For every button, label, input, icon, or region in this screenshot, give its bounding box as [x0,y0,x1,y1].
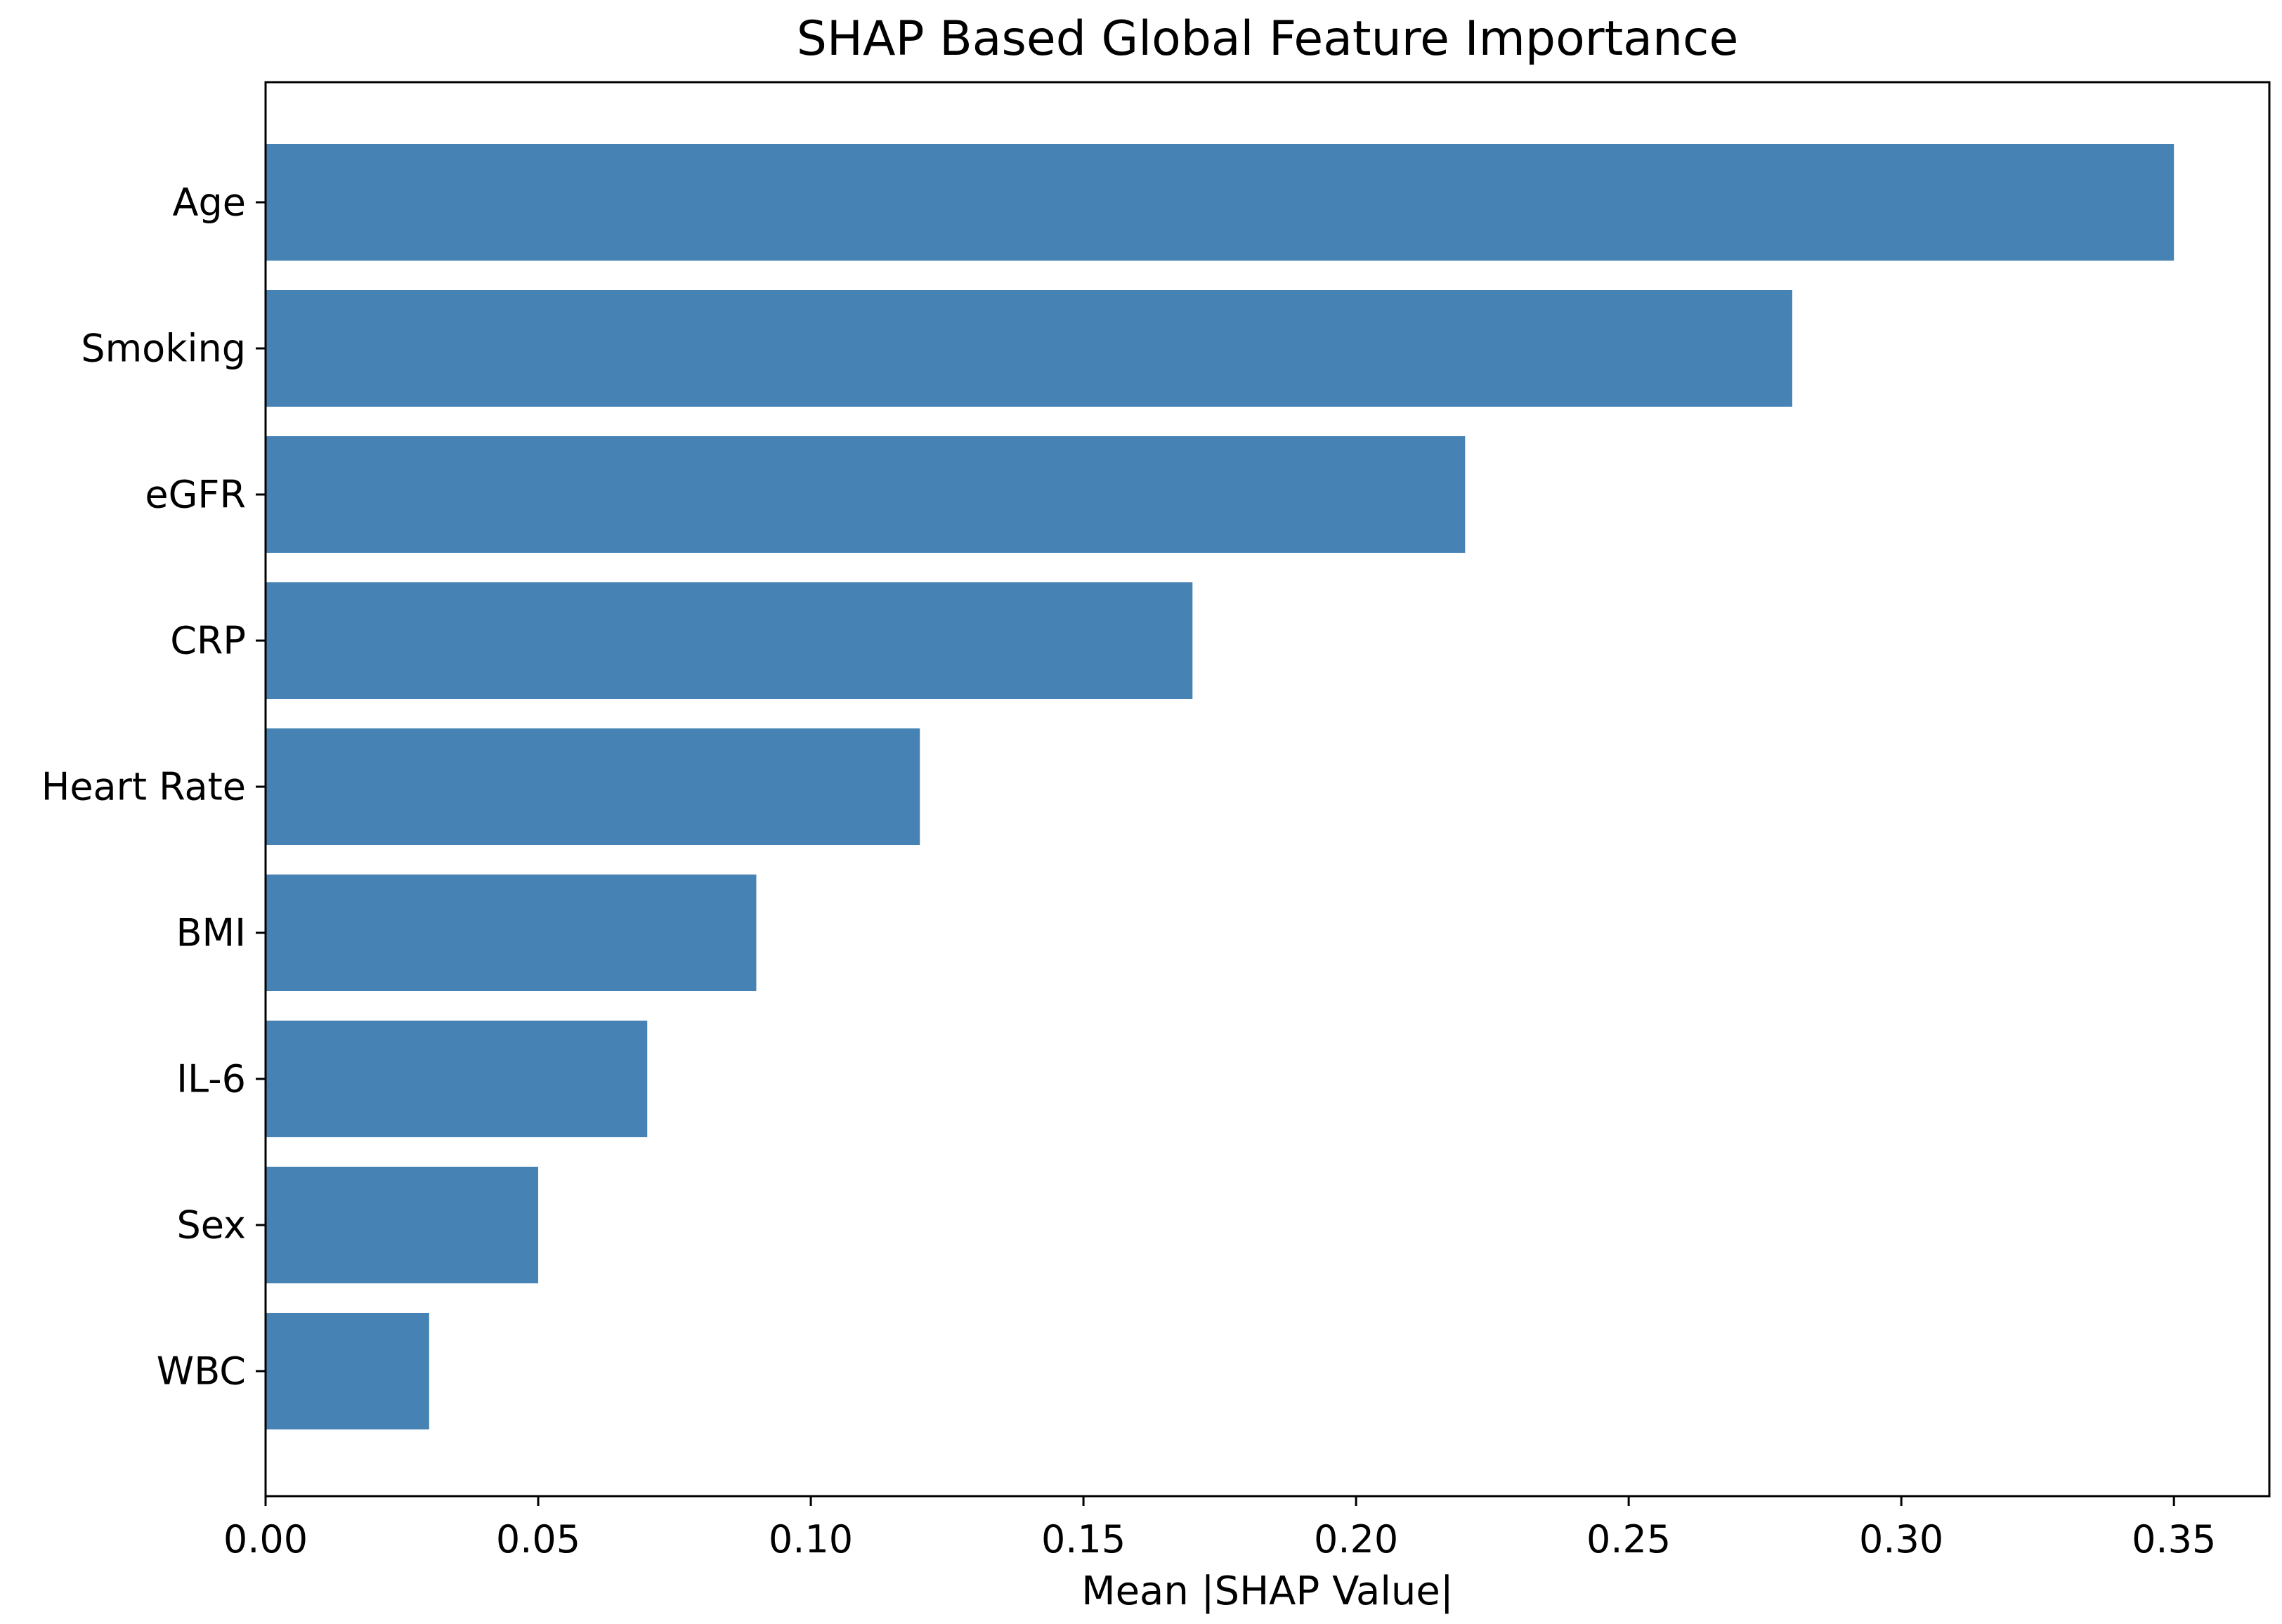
x-tick-label: 0.15 [1041,1517,1126,1561]
y-tick-label: Sex [176,1203,246,1248]
y-tick-label: Heart Rate [41,765,246,809]
x-tick-label: 0.35 [2132,1517,2216,1561]
x-tick-label: 0.00 [223,1517,308,1561]
bar-smoking [266,290,1792,407]
y-tick-label: BMI [176,911,246,955]
bar-bmi [266,875,757,991]
x-tick-label: 0.30 [1859,1517,1943,1561]
y-tick-label: IL-6 [176,1057,246,1101]
bar-heart-rate [266,728,920,845]
y-tick-label: eGFR [145,473,246,517]
x-tick-label: 0.25 [1586,1517,1671,1561]
y-tick-label: Smoking [81,327,246,371]
bar-egfr [266,436,1466,553]
bar-crp [266,582,1193,699]
bars-layer [266,144,2175,1429]
x-axis-label: Mean |SHAP Value| [1081,1569,1453,1614]
chart-title: SHAP Based Global Feature Importance [797,11,1739,67]
bar-wbc [266,1313,429,1429]
y-tick-label: CRP [170,619,246,663]
x-tick-label: 0.05 [496,1517,580,1561]
plot-frame [264,81,2271,1498]
x-axis-ticks: 0.00 0.05 0.10 0.15 0.20 0.25 0.30 0.35 [223,1496,2216,1561]
x-tick-label: 0.10 [769,1517,853,1561]
y-tick-label: Age [173,181,246,225]
y-tick-label: WBC [157,1349,246,1394]
bar-il-6 [266,1021,648,1137]
bar-age [266,144,2175,261]
x-tick-label: 0.20 [1314,1517,1398,1561]
bar-sex [266,1167,539,1283]
y-axis-ticks: Age Smoking eGFR CRP Heart Rate BMI IL-6 Sex WBC [41,181,266,1394]
